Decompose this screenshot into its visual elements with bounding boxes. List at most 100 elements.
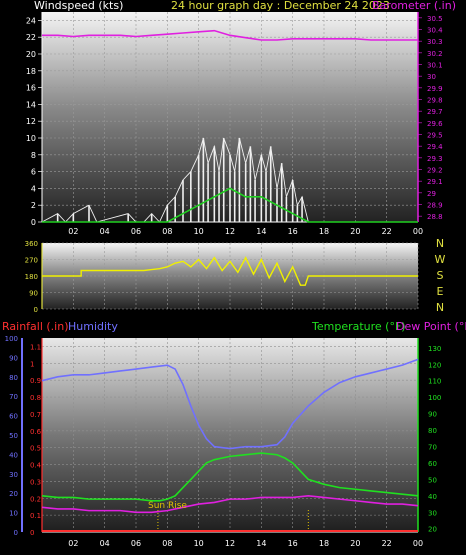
wind-direction-line (42, 256, 418, 286)
baro-y-tick: 28.9 (427, 202, 443, 210)
compass-label: E (437, 285, 444, 298)
wind-x-tick: 08 (162, 227, 172, 236)
windspeed-gust-line (41, 137, 418, 223)
wind-y-tick: 12 (26, 117, 36, 126)
wind-x-tick: 16 (288, 227, 298, 236)
humidity-y-tick: 20 (9, 490, 18, 498)
wind-x-tick: 06 (131, 227, 141, 236)
temp-y-tick: 110 (428, 378, 441, 386)
temp-x-tick: 00 (413, 539, 423, 548)
temp-x-tick: 04 (100, 539, 110, 548)
dir-y-tick: 360 (25, 240, 38, 248)
wind-y-tick: 6 (31, 168, 36, 177)
baro-y-tick: 30.1 (427, 62, 443, 70)
baro-y-tick: 29 (427, 190, 436, 198)
wind-y-tick: 10 (26, 134, 36, 143)
temp-x-tick: 10 (194, 539, 204, 548)
baro-y-tick: 29.7 (427, 108, 443, 116)
baro-y-tick: 29.3 (427, 155, 443, 163)
temp-y-tick: 60 (428, 460, 437, 468)
compass-label: W (435, 253, 446, 266)
wind-x-tick: 02 (68, 227, 78, 236)
temp-y-tick: 80 (428, 427, 437, 435)
temp-x-tick: 18 (319, 539, 329, 548)
rain-y-tick: 0.1 (30, 512, 41, 520)
wind-x-tick: 22 (382, 227, 392, 236)
baro-y-tick: 30.2 (427, 50, 443, 58)
wind-x-tick: 04 (100, 227, 110, 236)
temp-y-tick: 40 (428, 493, 437, 501)
rainfall-label: Rainfall (.in) (2, 320, 69, 333)
humidity-y-tick: 70 (9, 393, 18, 401)
wind-x-tick: 20 (350, 227, 360, 236)
barometer-label: Barometer (.in) (372, 0, 456, 12)
wind-y-tick: 16 (26, 84, 36, 93)
temp-y-tick: 20 (428, 526, 437, 534)
temp-x-tick: 06 (131, 539, 141, 548)
humidity-y-tick: 40 (9, 451, 18, 459)
wind-x-tick: 18 (319, 227, 329, 236)
temp-y-tick: 130 (428, 345, 441, 353)
temp-y-tick: 30 (428, 509, 437, 517)
wind-x-tick: 12 (225, 227, 235, 236)
baro-y-tick: 29.2 (427, 167, 443, 175)
wind-x-tick: 14 (256, 227, 266, 236)
dir-y-tick: 180 (25, 273, 38, 281)
temp-y-tick: 70 (428, 444, 437, 452)
temperature-line (41, 452, 419, 502)
sunrise-label: Sun Rise (148, 501, 187, 511)
temp-x-tick: 14 (256, 539, 266, 548)
temp-x-tick: 12 (225, 539, 235, 548)
baro-y-tick: 29.1 (427, 178, 443, 186)
compass-label: S (437, 269, 444, 282)
humidity-y-tick: 0 (14, 529, 18, 537)
temp-x-tick: 02 (68, 539, 78, 548)
dewpoint-label: Dew Point (°F) (396, 320, 466, 333)
rain-y-tick: 0.8 (30, 394, 41, 402)
temperature-label: Temperature (°F) (311, 320, 406, 333)
rain-y-tick: 0.2 (30, 495, 41, 503)
dir-y-tick: 270 (25, 257, 38, 265)
baro-y-tick: 30.4 (427, 27, 443, 35)
baro-y-tick: 30.3 (427, 38, 443, 46)
rain-y-tick: 0.5 (30, 445, 41, 453)
rain-y-tick: 1.1 (30, 343, 41, 351)
wind-y-tick: 2 (31, 201, 36, 210)
humidity-y-tick: 100 (5, 335, 18, 343)
wind-y-tick: 22 (26, 33, 36, 42)
humidity-y-tick: 10 (9, 510, 18, 518)
barometer-line (42, 29, 418, 41)
wind-y-tick: 0 (31, 218, 36, 227)
rain-y-tick: 1 (30, 360, 34, 368)
rain-y-tick: 0.4 (30, 462, 42, 470)
humidity-y-tick: 30 (9, 471, 18, 479)
humidity-y-tick: 50 (9, 432, 18, 440)
humidity-line (41, 358, 419, 450)
rain-y-tick: 0.7 (30, 411, 41, 419)
windspeed-label: Windspeed (kts) (34, 0, 123, 12)
rain-y-tick: 0.3 (30, 478, 41, 486)
rain-y-tick: 0.6 (30, 428, 42, 436)
baro-y-tick: 29.4 (427, 143, 443, 151)
dir-y-tick: 0 (34, 306, 38, 314)
baro-y-tick: 30 (427, 73, 436, 81)
rain-y-tick: 0.9 (30, 377, 41, 385)
graph-title: 24 hour graph day : December 24 2023 (171, 0, 390, 12)
temp-y-tick: 90 (428, 411, 437, 419)
windspeed-avg-line (42, 187, 418, 223)
temp-x-tick: 16 (288, 539, 298, 548)
wind-y-tick: 14 (26, 100, 36, 109)
temp-y-tick: 100 (428, 394, 441, 402)
wind-y-tick: 20 (26, 50, 36, 59)
humidity-y-tick: 80 (9, 374, 18, 382)
dir-y-tick: 90 (29, 290, 38, 298)
compass-label: N (436, 237, 444, 250)
baro-y-tick: 29.8 (427, 97, 443, 105)
baro-y-tick: 29.6 (427, 120, 443, 128)
humidity-label: Humidity (68, 320, 118, 333)
baro-y-tick: 29.5 (427, 132, 443, 140)
humidity-y-tick: 90 (9, 354, 18, 362)
humidity-y-tick: 60 (9, 413, 18, 421)
temp-y-tick: 50 (428, 476, 437, 484)
